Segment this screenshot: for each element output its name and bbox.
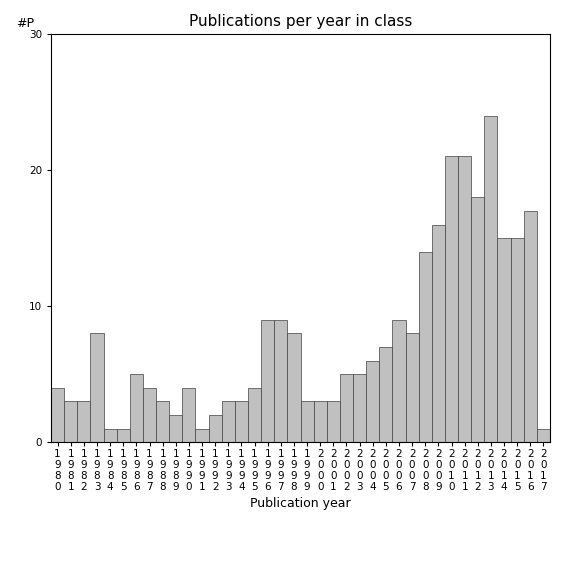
- Bar: [340, 374, 353, 442]
- Bar: [104, 429, 117, 442]
- Bar: [222, 401, 235, 442]
- Text: #P: #P: [16, 17, 34, 30]
- Bar: [458, 156, 471, 442]
- Bar: [248, 388, 261, 442]
- Bar: [471, 197, 484, 442]
- Bar: [405, 333, 418, 442]
- Bar: [274, 320, 287, 442]
- Bar: [524, 211, 537, 442]
- Bar: [143, 388, 156, 442]
- Bar: [130, 374, 143, 442]
- Bar: [537, 429, 550, 442]
- Bar: [90, 333, 104, 442]
- Bar: [77, 401, 90, 442]
- Bar: [432, 225, 445, 442]
- Bar: [418, 252, 432, 442]
- Bar: [209, 415, 222, 442]
- Bar: [64, 401, 77, 442]
- Bar: [261, 320, 274, 442]
- Bar: [314, 401, 327, 442]
- X-axis label: Publication year: Publication year: [250, 497, 351, 510]
- Bar: [301, 401, 314, 442]
- Bar: [445, 156, 458, 442]
- Bar: [183, 388, 196, 442]
- Bar: [511, 238, 524, 442]
- Bar: [366, 361, 379, 442]
- Bar: [235, 401, 248, 442]
- Bar: [156, 401, 169, 442]
- Bar: [196, 429, 209, 442]
- Bar: [497, 238, 511, 442]
- Bar: [353, 374, 366, 442]
- Bar: [379, 347, 392, 442]
- Bar: [484, 116, 497, 442]
- Bar: [327, 401, 340, 442]
- Bar: [51, 388, 64, 442]
- Bar: [392, 320, 405, 442]
- Bar: [117, 429, 130, 442]
- Bar: [169, 415, 183, 442]
- Bar: [287, 333, 301, 442]
- Title: Publications per year in class: Publications per year in class: [189, 14, 412, 29]
